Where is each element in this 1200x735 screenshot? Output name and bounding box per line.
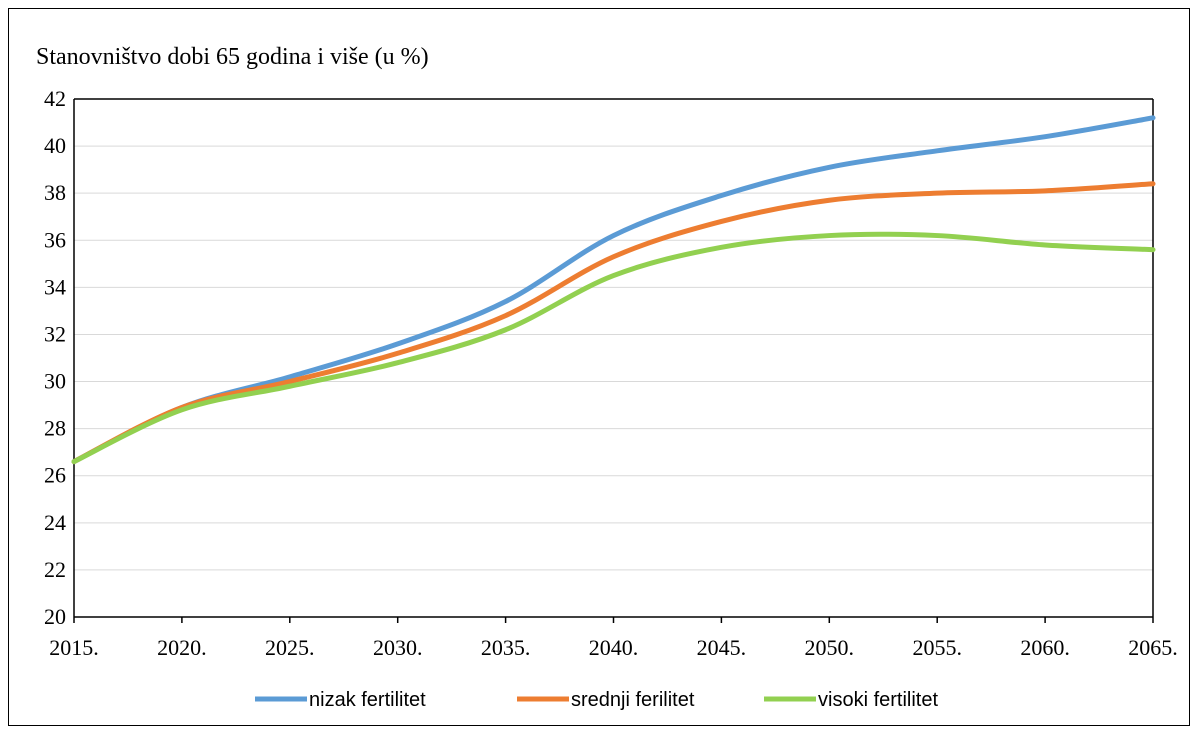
x-tick-label: 2040. (589, 635, 639, 660)
y-tick-label: 40 (44, 133, 66, 158)
x-tick-label: 2025. (265, 635, 315, 660)
legend-label: srednji ferilitet (571, 689, 695, 711)
series-line-2 (71, 181, 1156, 465)
x-tick-label: 2065. (1128, 635, 1178, 660)
y-tick-label: 20 (44, 604, 66, 629)
x-tick-label: 2050. (805, 635, 855, 660)
series-line-3 (71, 231, 1156, 465)
y-tick-label: 38 (44, 180, 66, 205)
y-tick-label: 42 (44, 86, 66, 111)
chart-title: Stanovništvo dobi 65 godina i više (u %) (36, 44, 429, 70)
x-tick-label: 2020. (157, 635, 207, 660)
gridlines (74, 98, 1153, 571)
y-tick-label: 24 (44, 510, 66, 535)
x-tick-label: 2060. (1020, 635, 1070, 660)
legend: nizak fertilitet srednji ferilitet visoki … (255, 689, 938, 711)
y-tick-label: 30 (44, 369, 66, 394)
legend-label: visoki fertilitet (818, 689, 938, 711)
x-axis-ticks: 2015. 2020. 2025. 2030. 2035. 2040. 2045. 2050.… (49, 617, 1178, 660)
y-tick-label: 34 (44, 274, 66, 299)
series-lines (71, 115, 1156, 465)
x-tick-label: 2015. (49, 635, 99, 660)
y-tick-label: 22 (44, 557, 66, 582)
x-tick-label: 2055. (912, 635, 962, 660)
y-tick-label: 32 (44, 321, 66, 346)
x-tick-label: 2030. (373, 635, 423, 660)
series-line-1 (71, 115, 1156, 465)
chart-frame (8, 8, 1190, 726)
x-tick-label: 2035. (481, 635, 531, 660)
y-axis-ticks: 20 22 24 26 28 30 32 34 36 38 40 42 (44, 86, 66, 629)
legend-label: nizak fertilitet (309, 689, 426, 711)
axes (73, 98, 1154, 618)
y-tick-label: 36 (44, 227, 66, 252)
y-tick-label: 28 (44, 416, 66, 441)
x-tick-label: 2045. (697, 635, 747, 660)
y-tick-label: 26 (44, 463, 66, 488)
